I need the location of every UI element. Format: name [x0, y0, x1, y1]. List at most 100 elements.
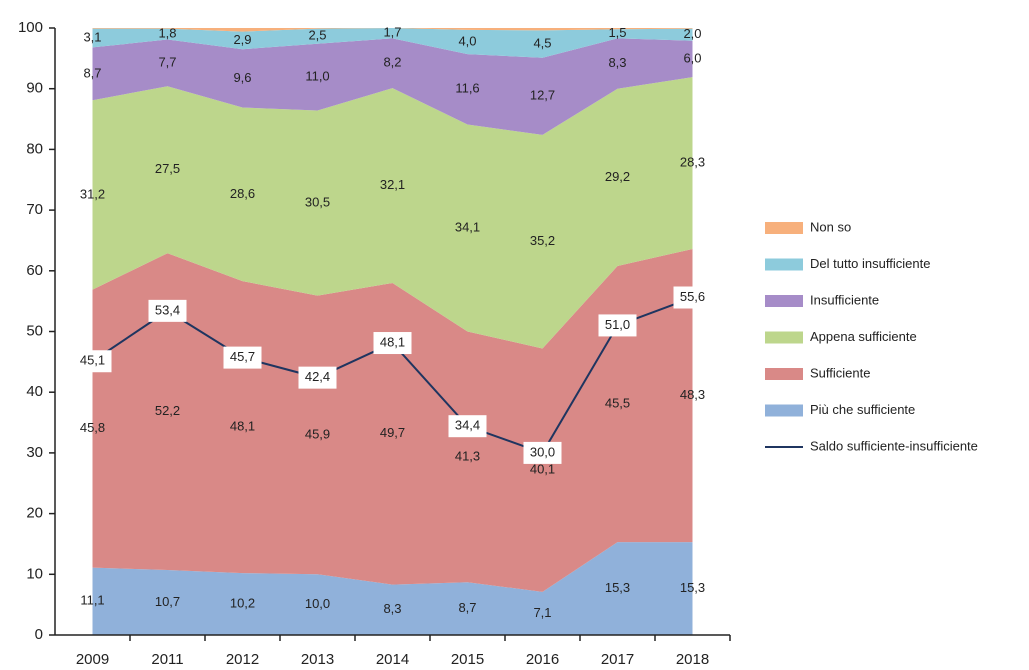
- data-label: 9,6: [233, 70, 251, 85]
- data-label: 4,5: [533, 36, 551, 51]
- data-label-box: [373, 332, 412, 355]
- data-label: 40,1: [530, 462, 555, 477]
- legend-swatch: [765, 331, 803, 344]
- data-label: 10,0: [305, 596, 330, 611]
- legend-label: Sufficiente: [810, 365, 870, 380]
- legend-label: Appena sufficiente: [810, 329, 917, 344]
- data-label: 2,5: [308, 28, 326, 43]
- data-label: 45,8: [80, 420, 105, 435]
- data-label: 52,2: [155, 403, 180, 418]
- legend-swatch: [765, 295, 803, 307]
- data-label: 48,1: [380, 334, 405, 349]
- y-tick-label: 40: [26, 383, 43, 400]
- y-tick-label: 90: [26, 80, 43, 97]
- x-tick-label: 2018: [676, 651, 709, 668]
- data-label: 28,3: [680, 154, 705, 169]
- data-label: 42,4: [305, 369, 330, 384]
- data-label: 7,1: [533, 605, 551, 620]
- data-label: 3,1: [83, 29, 101, 44]
- data-label: 6,0: [683, 50, 701, 65]
- legend-swatch: [765, 368, 803, 380]
- data-label: 4,0: [458, 33, 476, 48]
- data-label: 34,1: [455, 219, 480, 234]
- y-tick-label: 100: [18, 19, 43, 36]
- data-label: 8,3: [608, 55, 626, 70]
- data-label-box: [598, 314, 637, 337]
- data-label-box: [223, 346, 262, 369]
- x-tick-label: 2011: [151, 651, 183, 668]
- data-label-box: [673, 286, 712, 309]
- data-label: 15,3: [605, 580, 630, 595]
- x-tick-label: 2013: [301, 651, 334, 668]
- data-label: 15,3: [680, 580, 705, 595]
- data-label: 34,4: [455, 418, 480, 433]
- data-label: 8,7: [458, 600, 476, 615]
- legend-swatch: [765, 258, 803, 271]
- data-label: 1,8: [158, 26, 176, 41]
- data-label: 10,2: [230, 595, 255, 610]
- x-tick-label: 2016: [526, 651, 559, 668]
- data-label: 11,0: [305, 69, 329, 84]
- legend-label: Insufficiente: [810, 292, 879, 307]
- data-label: 7,7: [158, 54, 176, 69]
- legend-swatch: [765, 222, 803, 234]
- data-label: 12,7: [530, 88, 555, 103]
- x-tick-label: 2009: [76, 651, 109, 668]
- data-label: 32,1: [380, 177, 405, 192]
- x-tick-label: 2015: [451, 651, 484, 668]
- data-label: 11,1: [80, 593, 104, 608]
- data-label: 49,7: [380, 425, 405, 440]
- data-label: 11,6: [455, 81, 479, 96]
- data-label: 55,6: [680, 289, 705, 304]
- area: [92, 542, 693, 635]
- data-label: 30,5: [305, 195, 330, 210]
- data-label-box: [73, 350, 112, 373]
- data-label: 45,9: [305, 426, 330, 441]
- y-tick-label: 30: [26, 444, 43, 461]
- data-label: 45,5: [605, 395, 630, 410]
- data-label: 27,5: [155, 161, 180, 176]
- area: [92, 28, 693, 32]
- data-label: 48,3: [680, 387, 705, 402]
- legend-label: Non so: [810, 219, 851, 234]
- area: [92, 38, 693, 135]
- area: [92, 248, 693, 592]
- data-label: 30,0: [530, 444, 555, 459]
- data-label: 45,7: [230, 349, 255, 364]
- y-tick-label: 70: [26, 201, 43, 218]
- y-tick-label: 0: [35, 626, 43, 643]
- data-label: 8,7: [83, 65, 101, 80]
- data-label: 31,2: [80, 186, 105, 201]
- data-label: 28,6: [230, 186, 255, 201]
- data-label: 10,7: [155, 594, 180, 609]
- data-label: 48,1: [230, 419, 255, 434]
- y-tick-label: 50: [26, 322, 43, 339]
- area: [92, 28, 693, 58]
- legend-swatch: [765, 404, 803, 417]
- data-label: 51,0: [605, 317, 630, 332]
- legend-label: Del tutto insufficiente: [810, 256, 930, 271]
- data-label: 2,0: [683, 26, 701, 41]
- y-tick-label: 20: [26, 505, 43, 522]
- x-tick-label: 2012: [226, 651, 259, 668]
- data-label: 2,9: [233, 32, 251, 47]
- data-label: 1,5: [608, 25, 626, 40]
- y-tick-label: 80: [26, 140, 43, 157]
- x-tick-label: 2014: [376, 651, 409, 668]
- data-label: 45,1: [80, 353, 105, 368]
- x-tick-label: 2017: [601, 651, 634, 668]
- data-label: 1,7: [383, 25, 401, 40]
- data-label-box: [448, 415, 487, 438]
- data-label: 41,3: [455, 448, 480, 463]
- data-label: 8,3: [383, 601, 401, 616]
- data-label: 53,4: [155, 302, 180, 317]
- data-label-box: [148, 299, 187, 322]
- data-label-box: [523, 441, 562, 464]
- y-tick-label: 60: [26, 262, 43, 279]
- data-label: 29,2: [605, 169, 630, 184]
- area: [92, 77, 693, 349]
- y-tick-label: 10: [26, 565, 43, 582]
- data-label: 8,2: [383, 55, 401, 70]
- legend-label: Saldo sufficiente-insufficiente: [810, 438, 978, 453]
